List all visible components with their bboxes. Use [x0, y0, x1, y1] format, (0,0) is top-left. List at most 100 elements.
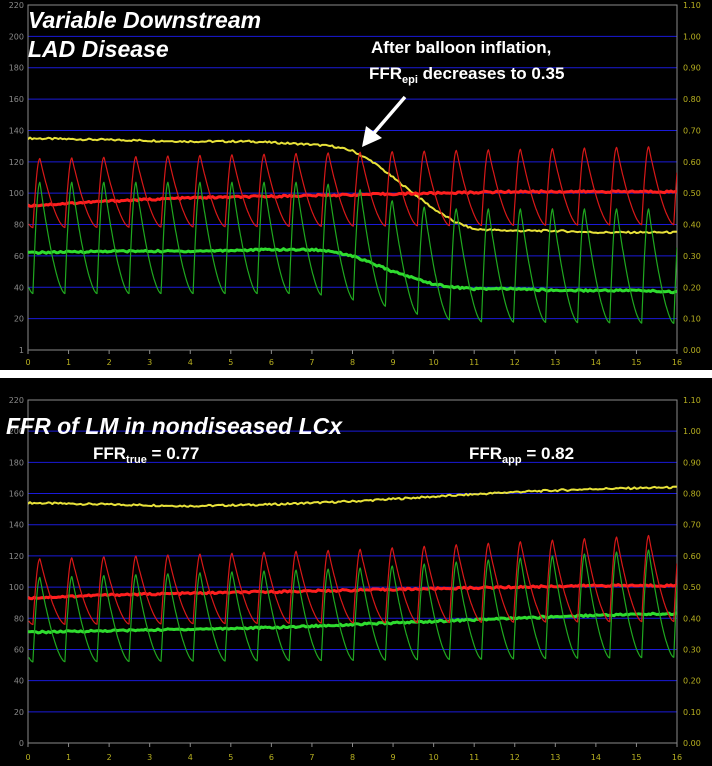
y-tick-label: 100 — [9, 583, 24, 592]
y-tick-label: 220 — [9, 396, 24, 405]
annotation-arrow-head — [362, 126, 382, 147]
y2-tick-label: 0.20 — [683, 283, 701, 292]
y2-tick-label: 1.00 — [683, 32, 701, 41]
series-green_phasic-line — [28, 549, 677, 663]
x-tick-label: 6 — [269, 753, 274, 762]
x-tick-label: 9 — [391, 358, 396, 367]
y2-tick-label: 0.90 — [683, 64, 701, 73]
x-tick-label: 8 — [350, 753, 355, 762]
x-tick-label: 11 — [469, 358, 479, 367]
x-tick-label: 14 — [591, 358, 601, 367]
y-tick-label: 0 — [19, 739, 24, 748]
x-tick-label: 9 — [391, 753, 396, 762]
y2-tick-label: 0.30 — [683, 645, 701, 654]
x-tick-label: 13 — [550, 753, 560, 762]
x-tick-label: 12 — [510, 358, 520, 367]
y-tick-label: 80 — [14, 614, 24, 623]
x-tick-label: 8 — [350, 358, 355, 367]
annotation-arrow-shaft — [372, 95, 407, 135]
y2-tick-label: 0.10 — [683, 315, 701, 324]
annotation-ffr-app: FFRapp = 0.82 — [469, 444, 574, 466]
y-tick-label: 200 — [9, 32, 24, 41]
y2-tick-label: 0.50 — [683, 189, 701, 198]
y-tick-label: 80 — [14, 221, 24, 230]
y-tick-label: 60 — [14, 645, 24, 654]
y-tick-label: 60 — [14, 252, 24, 261]
x-tick-label: 4 — [188, 358, 193, 367]
series-yellow-line — [28, 485, 677, 508]
x-tick-label: 4 — [188, 753, 193, 762]
series-green_phasic-line — [28, 181, 677, 324]
y2-tick-label: 0.60 — [683, 158, 701, 167]
x-tick-label: 7 — [309, 753, 314, 762]
x-tick-label: 3 — [147, 358, 152, 367]
panel-separator — [0, 370, 712, 378]
y-tick-label: 120 — [9, 552, 24, 561]
y-tick-label: 200 — [9, 427, 24, 436]
annotation-line2: FFRepi decreases to 0.35 — [369, 64, 564, 86]
x-tick-label: 14 — [591, 753, 601, 762]
annotation-ffr-true: FFRtrue = 0.77 — [93, 444, 199, 466]
series-group — [28, 485, 677, 663]
chart-title: LAD Disease — [28, 36, 169, 62]
annotation-line1: After balloon inflation, — [371, 38, 551, 57]
x-tick-label: 15 — [631, 358, 641, 367]
x-tick-label: 5 — [228, 358, 233, 367]
series-red_mean-line — [28, 189, 677, 208]
y2-tick-label: 0.00 — [683, 739, 701, 748]
y2-tick-label: 0.40 — [683, 221, 701, 230]
series-green_mean-line — [28, 611, 677, 635]
y2-tick-label: 0.00 — [683, 346, 701, 355]
y-tick-label: 1 — [19, 346, 24, 355]
x-tick-label: 13 — [550, 358, 560, 367]
series-group — [28, 136, 677, 324]
y2-tick-label: 0.80 — [683, 490, 701, 499]
chart-title: FFR of LM in nondiseased LCx — [6, 413, 343, 439]
y-tick-label: 120 — [9, 158, 24, 167]
x-tick-label: 5 — [228, 753, 233, 762]
y2-tick-label: 0.40 — [683, 614, 701, 623]
y2-tick-label: 0.60 — [683, 552, 701, 561]
y-tick-label: 40 — [14, 677, 24, 686]
x-tick-label: 0 — [25, 753, 30, 762]
y-tick-label: 220 — [9, 1, 24, 10]
x-tick-label: 10 — [429, 753, 439, 762]
y2-tick-label: 0.70 — [683, 126, 701, 135]
y2-tick-label: 1.10 — [683, 396, 701, 405]
series-red_phasic-line — [28, 146, 677, 229]
x-tick-label: 0 — [25, 358, 30, 367]
y-tick-label: 180 — [9, 458, 24, 467]
y2-tick-label: 0.70 — [683, 521, 701, 530]
x-tick-label: 15 — [631, 753, 641, 762]
y2-tick-label: 1.10 — [683, 1, 701, 10]
y-tick-label: 20 — [14, 315, 24, 324]
y-tick-label: 180 — [9, 64, 24, 73]
y-tick-label: 20 — [14, 708, 24, 717]
x-tick-label: 1 — [66, 358, 71, 367]
y2-tick-label: 0.20 — [683, 677, 701, 686]
y2-tick-label: 0.30 — [683, 252, 701, 261]
chart-title: Variable Downstream — [28, 7, 261, 33]
y2-tick-label: 1.00 — [683, 427, 701, 436]
x-tick-label: 16 — [672, 358, 682, 367]
series-yellow-line — [28, 136, 677, 235]
y-tick-label: 140 — [9, 521, 24, 530]
x-tick-label: 6 — [269, 358, 274, 367]
x-tick-label: 7 — [309, 358, 314, 367]
y-tick-label: 160 — [9, 95, 24, 104]
x-tick-label: 2 — [107, 753, 112, 762]
series-red_mean-line — [28, 583, 677, 601]
y-tick-label: 140 — [9, 126, 24, 135]
series-green_mean-line — [28, 247, 677, 295]
x-tick-label: 1 — [66, 753, 71, 762]
y2-tick-label: 0.50 — [683, 583, 701, 592]
x-tick-label: 16 — [672, 753, 682, 762]
x-tick-label: 11 — [469, 753, 479, 762]
x-tick-label: 3 — [147, 753, 152, 762]
y2-tick-label: 0.90 — [683, 458, 701, 467]
y-tick-label: 40 — [14, 283, 24, 292]
series-red_phasic-line — [28, 534, 677, 626]
